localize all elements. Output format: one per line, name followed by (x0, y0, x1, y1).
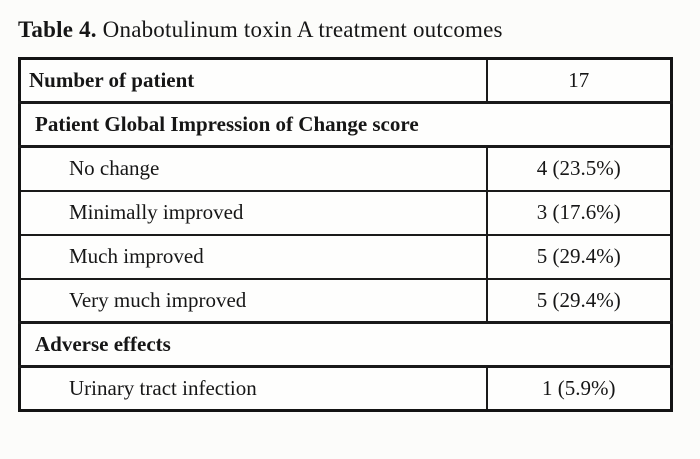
table-row: Number of patient 17 (18, 57, 673, 104)
table-row: No change 4 (23.5%) (18, 145, 673, 192)
page: Table 4. Onabotulinum toxin A treatment … (18, 16, 684, 412)
outcomes-table: Number of patient 17 Patient Global Impr… (18, 57, 673, 412)
row-value: 4 (23.5%) (485, 145, 673, 192)
row-label: Very much improved (18, 277, 488, 324)
table-caption-number: Table 4. (18, 17, 97, 42)
row-label: No change (18, 145, 488, 192)
table-row: Much improved 5 (29.4%) (18, 233, 673, 280)
row-value: 3 (17.6%) (485, 189, 673, 236)
table-caption-title: Onabotulinum toxin A treatment outcomes (96, 17, 503, 42)
section-header-row: Patient Global Impression of Change scor… (18, 101, 673, 148)
table-row: Very much improved 5 (29.4%) (18, 277, 673, 324)
section-header-label: Patient Global Impression of Change scor… (18, 101, 673, 148)
row-label: Much improved (18, 233, 488, 280)
row-value: 17 (485, 57, 673, 104)
row-value: 1 (5.9%) (485, 365, 673, 412)
section-header-label: Adverse effects (18, 321, 673, 368)
table-caption: Table 4. Onabotulinum toxin A treatment … (18, 16, 684, 44)
row-value: 5 (29.4%) (485, 233, 673, 280)
row-label: Minimally improved (18, 189, 488, 236)
table-row: Urinary tract infection 1 (5.9%) (18, 365, 673, 412)
row-label: Urinary tract infection (18, 365, 488, 412)
section-header-row: Adverse effects (18, 321, 673, 368)
row-value: 5 (29.4%) (485, 277, 673, 324)
row-label: Number of patient (18, 57, 488, 104)
table-row: Minimally improved 3 (17.6%) (18, 189, 673, 236)
